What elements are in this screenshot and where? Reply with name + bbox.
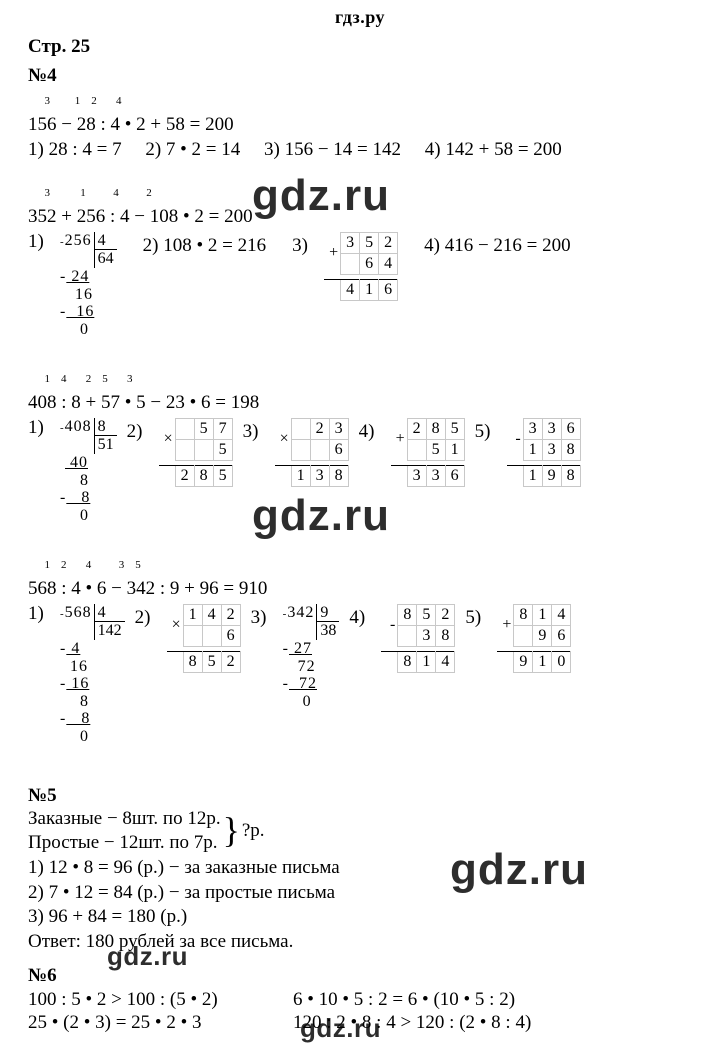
p4b3-sup: 1 4 2 5 3: [28, 373, 133, 387]
p4b3-s3-label: 3): [243, 420, 265, 444]
column-op: +352 64 416: [324, 230, 398, 301]
column-op: +814 96 910: [497, 602, 571, 673]
p6-c1a: 100 : 5 • 2 > 100 : (5 • 2): [28, 988, 283, 1012]
p4b2-s1-label: 1): [28, 230, 50, 254]
p4b3-s5-label: 5): [475, 420, 497, 444]
p4b3-s4-label: 4): [359, 420, 381, 444]
column-op: ×57 5 285: [159, 416, 233, 487]
p4b3-s2-label: 2): [127, 420, 149, 444]
long-division: -408 8 51 40 8- 8 0: [60, 418, 117, 525]
p6-c2b: 120 : 2 • 8 : 4 > 120 : (2 • 8 : 4): [293, 1011, 531, 1035]
p4b1-expr: 156 − 28 : 4 • 2 + 58 = 200: [28, 113, 698, 137]
column-op: -336 138 198: [507, 416, 581, 487]
p5-given: Заказные − 8шт. по 12р. Простые − 12шт. …: [28, 807, 265, 855]
p6-c2a: 25 • (2 • 3) = 25 • 2 • 3: [28, 1011, 283, 1035]
p4b2-s4: 4) 416 − 216 = 200: [424, 234, 571, 258]
p5-l3: 3) 96 + 84 = 180 (р.): [28, 905, 698, 929]
column-op: ×23 6 138: [275, 416, 349, 487]
p4b2-sup: 3 1 4 2: [28, 187, 152, 201]
p5-given1: Заказные − 8шт. по 12р.: [28, 807, 221, 831]
p5-l2: 2) 7 • 12 = 84 (р.) − за простые письма: [28, 881, 698, 905]
column-op: ×142 6 852: [167, 602, 241, 673]
brace-icon: }: [223, 820, 240, 842]
long-division: -256 4 64 - 24 16- 16 0: [60, 232, 117, 339]
p4b1-steps: 1) 28 : 4 = 7 2) 7 • 2 = 14 3) 156 − 14 …: [28, 138, 698, 162]
p4b4-expr: 568 : 4 • 6 − 342 : 9 + 96 = 910: [28, 577, 698, 601]
p5-given2: Простые − 12шт. по 7р.: [28, 831, 221, 855]
p4b2-s3-label: 3): [292, 234, 314, 258]
p4b3-s1-label: 1): [28, 416, 50, 440]
p4b1-sup: 3 1 2 4: [28, 95, 122, 109]
p4b4-s1-label: 1): [28, 602, 50, 626]
column-op: +285 51 336: [391, 416, 465, 487]
p5-unknown: ?р.: [242, 819, 265, 843]
p4b4-s2-label: 2): [135, 606, 157, 630]
problem-5-title: №5: [28, 784, 698, 808]
p5-ans: Ответ: 180 рублей за все письма.: [28, 930, 698, 954]
site-title: гдз.ру: [0, 0, 720, 29]
long-division: -342 9 38 - 27 72- 72 0: [283, 604, 340, 711]
p4b4-sup: 1 2 4 3 5: [28, 559, 141, 573]
p6-c1b: 6 • 10 • 5 : 2 = 6 • (10 • 5 : 2): [293, 988, 531, 1012]
problem-4-title: №4: [28, 64, 698, 88]
p4b4-s4-label: 4): [349, 606, 371, 630]
long-division: -568 4 142 - 4 16- 16 8- 8 0: [60, 604, 125, 746]
p4b4-s3-label: 3): [251, 606, 273, 630]
p5-l1: 1) 12 • 8 = 96 (р.) − за заказные письма: [28, 856, 698, 880]
column-op: -852 38 814: [381, 602, 455, 673]
p4b2-s2: 2) 108 • 2 = 216: [143, 234, 266, 258]
problem-6-title: №6: [28, 964, 698, 988]
p4b4-s5-label: 5): [465, 606, 487, 630]
p4b3-expr: 408 : 8 + 57 • 5 − 23 • 6 = 198: [28, 391, 698, 415]
p4b2-expr: 352 + 256 : 4 − 108 • 2 = 200: [28, 205, 698, 229]
page-ref: Стр. 25: [28, 35, 698, 59]
